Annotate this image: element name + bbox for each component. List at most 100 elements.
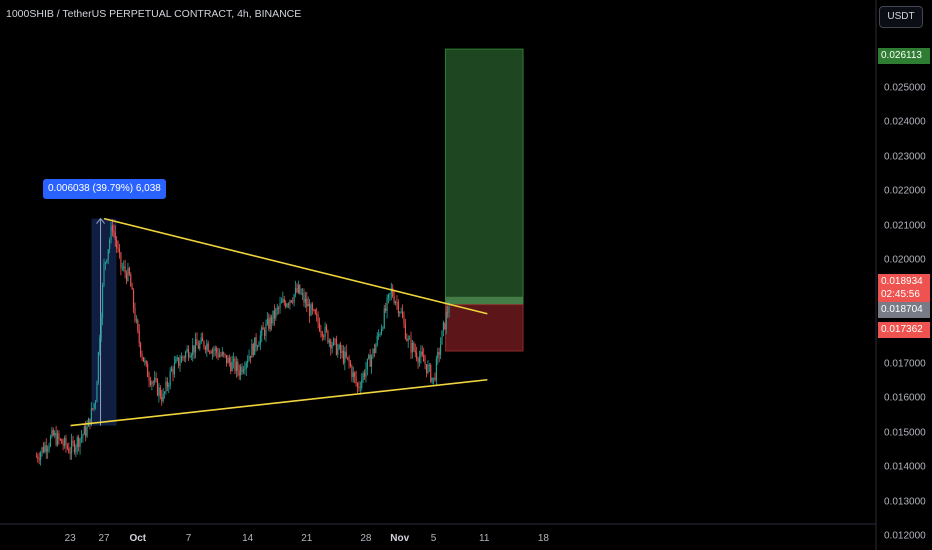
candle-body: [428, 364, 430, 366]
candle-body: [175, 359, 177, 364]
candle-body: [441, 330, 443, 345]
candle-body: [85, 426, 87, 437]
candle-body: [102, 285, 104, 319]
candle-body: [299, 284, 301, 294]
candle-body: [173, 363, 175, 375]
candle-body: [90, 408, 92, 426]
candle-body: [242, 369, 244, 373]
candle-body: [182, 356, 184, 358]
y-tick-label: 0.015000: [884, 427, 926, 438]
currency-button[interactable]: USDT: [879, 6, 923, 28]
candle-body: [61, 439, 63, 444]
candle-body: [118, 248, 121, 253]
upper-trendline[interactable]: [103, 217, 488, 315]
candle-body: [341, 350, 343, 353]
candle-body: [327, 330, 329, 343]
candle-body: [137, 319, 139, 331]
y-tick-label: 0.012000: [884, 530, 926, 542]
target-zone[interactable]: [444, 48, 524, 306]
candle-body: [44, 445, 46, 453]
candle-body: [424, 361, 426, 365]
candle-body: [106, 259, 108, 263]
candle-body: [218, 354, 221, 357]
candle-body: [431, 377, 433, 382]
candle-body: [171, 368, 173, 372]
lower-trendline[interactable]: [70, 378, 488, 427]
candle-body: [225, 354, 228, 364]
candle-body: [199, 343, 201, 349]
candle-body: [290, 300, 292, 302]
candle-body: [224, 354, 226, 356]
candle-body: [285, 303, 287, 307]
entry-price-tag: 0.018704: [878, 302, 930, 318]
candle-body: [121, 267, 123, 269]
candle-body: [93, 403, 95, 409]
candle-body: [145, 360, 147, 365]
candle-body: [154, 378, 156, 383]
candle-body: [168, 385, 170, 387]
candle-body: [185, 352, 187, 358]
stop-price-tag: 0.017362: [878, 322, 930, 338]
stop-zone[interactable]: [444, 304, 524, 352]
candle-body: [276, 308, 278, 310]
candle-body: [403, 317, 405, 324]
candle-body: [375, 345, 377, 353]
candle-body: [194, 339, 197, 353]
candle-body: [382, 327, 384, 330]
candle-body: [317, 315, 319, 324]
candle-body: [113, 231, 115, 233]
candle-body: [256, 346, 259, 348]
candle-body: [376, 335, 378, 346]
candle-body: [116, 239, 118, 248]
y-tick-label: 0.016000: [884, 392, 926, 404]
candle-body: [148, 376, 150, 381]
y-tick-label: 0.020000: [884, 254, 926, 266]
candle-body: [275, 309, 277, 319]
x-tick-label: 18: [537, 533, 549, 544]
candle-body: [238, 370, 240, 376]
candle-body: [314, 309, 316, 314]
candle-body: [347, 357, 349, 359]
candle-body: [348, 357, 350, 363]
candle-body: [165, 381, 167, 393]
candle-body: [286, 304, 288, 307]
candle-body: [387, 294, 390, 299]
candle-body: [445, 312, 447, 329]
candle-body: [254, 337, 256, 355]
candle-body: [110, 226, 112, 241]
candle-body: [244, 368, 246, 370]
candle-body: [133, 289, 135, 309]
measure-rect[interactable]: [91, 218, 117, 426]
candle-body: [304, 298, 306, 303]
candle-body: [152, 382, 154, 383]
candle-body: [434, 377, 436, 381]
candle-body: [235, 361, 237, 372]
candle-body: [54, 432, 56, 436]
candle-body: [169, 371, 171, 386]
y-tick-label: 0.024000: [884, 116, 926, 128]
y-tick-label: 0.022000: [884, 185, 926, 197]
candle-body: [99, 338, 101, 353]
candle-body: [418, 356, 421, 363]
candle-body: [138, 330, 140, 343]
candle-body: [394, 302, 397, 303]
candle-body: [176, 357, 178, 360]
candle-body: [294, 288, 297, 295]
candle-body: [241, 366, 243, 373]
candle-body: [289, 300, 291, 305]
candle-body: [402, 311, 404, 318]
candle-body: [373, 348, 375, 353]
candle-body: [292, 301, 294, 303]
y-tick-label: 0.023000: [884, 151, 926, 162]
candle-body: [156, 379, 159, 396]
candle-body: [75, 447, 77, 452]
x-tick-label: 7: [185, 533, 192, 544]
candle-body: [421, 351, 423, 356]
candle-body: [111, 226, 113, 232]
candle-body: [125, 272, 128, 281]
candle-body: [134, 308, 136, 321]
candle-body: [379, 334, 381, 336]
candle-body: [309, 303, 311, 316]
candle-body: [183, 357, 185, 358]
